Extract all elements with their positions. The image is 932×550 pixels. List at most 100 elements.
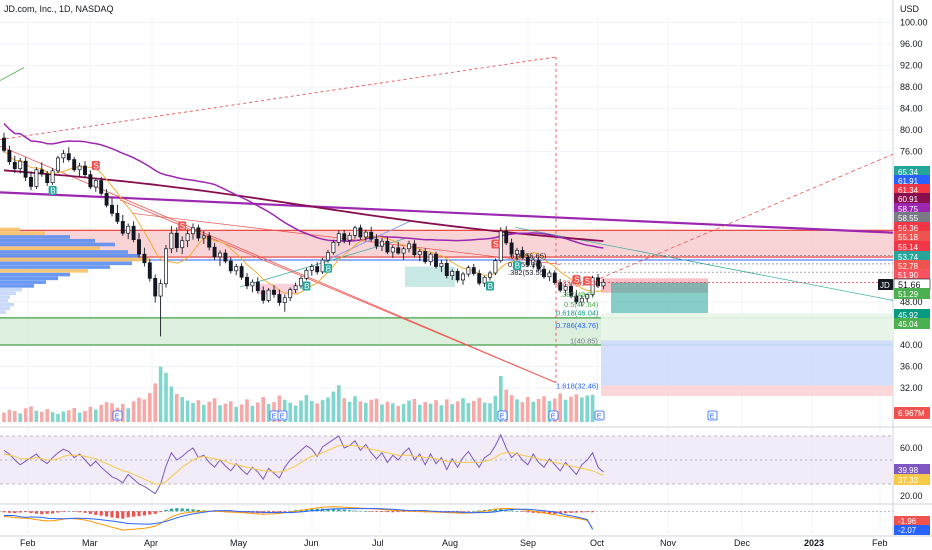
macd-histogram-bar <box>13 511 17 514</box>
candle-body <box>363 231 368 238</box>
candle-body <box>131 225 136 240</box>
macd-histogram-bar <box>310 509 314 512</box>
signal-label: S <box>574 276 579 285</box>
macd-histogram-bar <box>472 511 476 512</box>
signal-badge <box>302 281 311 291</box>
candle-body <box>169 232 174 250</box>
volume-bar <box>526 397 530 422</box>
volume-bar <box>191 402 195 422</box>
candle-body <box>266 289 271 301</box>
macd-histogram-bar <box>126 511 130 518</box>
volume-bar <box>310 400 314 422</box>
macd-histogram-bar <box>88 511 92 514</box>
volume-profile-bar <box>0 235 70 239</box>
volume-profile-bar <box>0 280 46 284</box>
macd-histogram-bar <box>164 509 168 512</box>
macd-histogram-bar <box>159 511 163 513</box>
price-label: 61.91 <box>898 177 919 186</box>
volume-bar <box>515 399 519 422</box>
macd-histogram-bar <box>380 511 384 512</box>
candle-body <box>531 259 536 266</box>
macd-histogram-bar <box>337 509 341 512</box>
price-label-badge <box>894 288 930 299</box>
volume-bar <box>488 403 492 422</box>
x-tick: 2023 <box>804 538 824 548</box>
fib-zone <box>601 385 893 397</box>
candle-body <box>369 231 374 240</box>
macd-histogram-bar <box>7 511 11 513</box>
rsi-value-badge <box>894 464 930 475</box>
price-label: 55.14 <box>898 243 919 252</box>
x-tick: Feb <box>872 538 888 548</box>
volume-bar <box>34 410 39 422</box>
volume-bar <box>169 386 174 422</box>
macd-histogram-bar <box>510 510 514 512</box>
candle-body <box>272 289 276 295</box>
price-label-badge <box>894 166 930 177</box>
earnings-label: E <box>115 414 120 421</box>
earnings-label: E <box>280 414 285 421</box>
candle-body <box>320 259 325 273</box>
macd-histogram-bar <box>34 511 38 514</box>
earnings-badge <box>707 410 718 421</box>
y-tick: 92.00 <box>900 61 923 71</box>
macd-line <box>3 506 594 531</box>
trend-line <box>0 191 894 234</box>
candle-body <box>61 153 66 159</box>
candle-body <box>174 232 179 249</box>
candle-body <box>417 251 422 256</box>
volume-bar <box>493 395 498 422</box>
volume-bar <box>256 402 260 422</box>
last-price-label: 51.66 <box>898 280 921 290</box>
macd-histogram-bar <box>18 511 22 513</box>
candle-body <box>520 250 525 258</box>
macd-histogram-bar <box>99 511 103 516</box>
macd-histogram-bar <box>169 508 173 512</box>
signal-badge <box>513 261 521 271</box>
volume-bar <box>158 366 163 422</box>
signal-badge <box>486 281 494 291</box>
macd-histogram-bar <box>526 511 530 513</box>
volume-bar <box>590 394 595 422</box>
rsi-tick: 60.00 <box>900 443 923 453</box>
symbol-label: JD <box>880 281 890 290</box>
candle-body <box>315 266 320 273</box>
rsi-value-label: 39.98 <box>898 466 919 475</box>
signal-label: B <box>515 262 520 271</box>
x-tick: Apr <box>144 538 158 548</box>
fib-label: 0.618(46.04) <box>556 309 599 318</box>
candle-body <box>250 281 255 287</box>
volume-bar <box>558 393 562 422</box>
fib-zone <box>601 340 893 386</box>
price-label-badge <box>894 260 930 271</box>
volume-bar <box>477 397 481 422</box>
candle-body <box>201 235 206 239</box>
chart-background-layer <box>0 0 932 537</box>
signal-badge <box>91 160 100 170</box>
volume-bar <box>542 396 546 422</box>
volume-profile-bar <box>0 246 100 251</box>
candle-body <box>120 221 125 234</box>
candle-body <box>390 247 395 253</box>
volume-bar <box>137 397 141 422</box>
volume-bar <box>434 400 438 422</box>
candles-layer <box>2 132 606 337</box>
earnings-label: E <box>272 414 277 421</box>
candle-body <box>601 281 606 287</box>
candle-body <box>525 257 530 266</box>
rsi-tick: 20.00 <box>900 491 923 501</box>
fib-label: 0.5(47.64) <box>564 300 599 309</box>
volume-bar <box>396 406 400 422</box>
candle-body <box>2 137 6 151</box>
price-label: 61.34 <box>898 186 919 195</box>
volume-bar <box>304 395 309 422</box>
macd-histogram-bar <box>585 511 589 513</box>
rsi-pane <box>0 433 893 495</box>
chart-title: JD.com, Inc., 1D, NASDAQ <box>4 4 114 14</box>
volume-bar <box>299 400 303 422</box>
candle-body <box>326 252 330 261</box>
candle-body <box>590 277 595 295</box>
volume-bar <box>385 401 390 422</box>
y-tick: 100.00 <box>900 18 928 28</box>
